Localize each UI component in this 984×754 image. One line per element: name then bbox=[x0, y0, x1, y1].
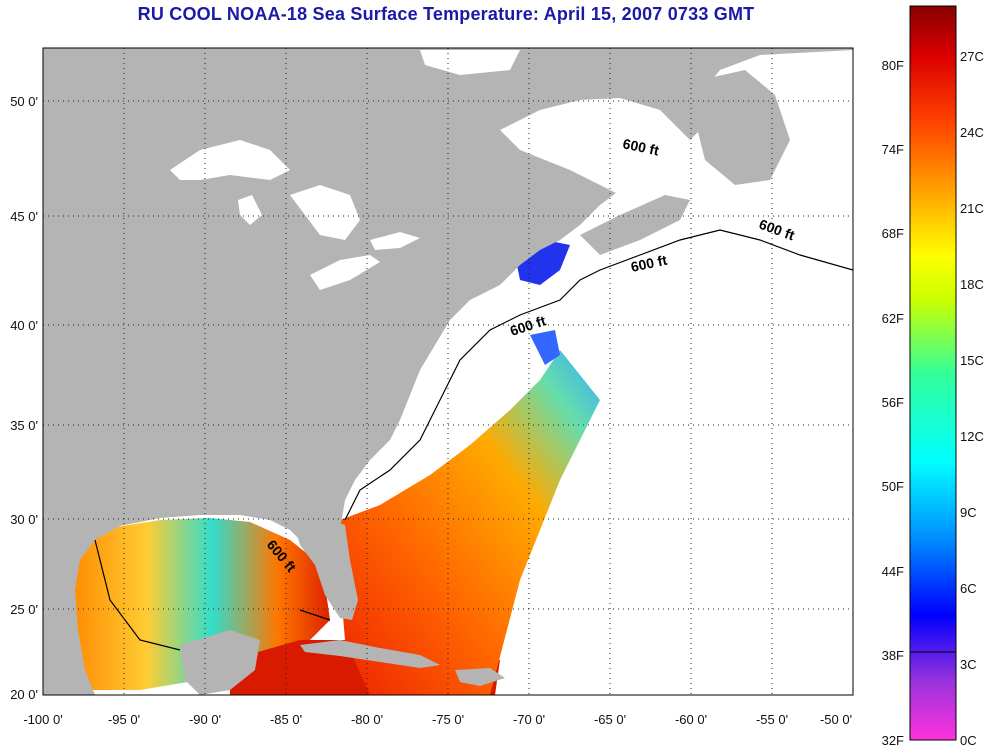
lat-tick-label: 25 0' bbox=[10, 602, 38, 617]
lat-axis: 50 0' 45 0' 40 0' 35 0' 30 0' 25 0' 20 0… bbox=[10, 94, 38, 702]
lake-erie bbox=[310, 255, 380, 290]
land-nova-scotia bbox=[580, 195, 690, 255]
lat-tick-label: 50 0' bbox=[10, 94, 38, 109]
land-newfoundland bbox=[695, 70, 790, 185]
lon-tick-label: -65 0' bbox=[594, 712, 626, 727]
colorbar-f-label: 62F bbox=[882, 311, 904, 326]
graticule bbox=[43, 48, 853, 695]
colorbar-f-label: 74F bbox=[882, 142, 904, 157]
lake-huron bbox=[290, 185, 360, 240]
lon-tick-label: -100 0' bbox=[23, 712, 62, 727]
lon-tick-label: -90 0' bbox=[189, 712, 221, 727]
colorbar-c-label: 6C bbox=[960, 581, 977, 596]
lon-tick-label: -70 0' bbox=[513, 712, 545, 727]
colorbar-c-label: 12C bbox=[960, 429, 984, 444]
lat-tick-label: 40 0' bbox=[10, 318, 38, 333]
gulf-sst-region bbox=[68, 518, 330, 690]
colorbar-f-label: 38F bbox=[882, 648, 904, 663]
lat-tick-label: 30 0' bbox=[10, 512, 38, 527]
contour-600ft bbox=[94, 229, 853, 651]
colorbar: 80F 74F 68F 62F 56F 50F 44F 38F 32F 27C … bbox=[882, 5, 984, 748]
atlantic-sst-region bbox=[340, 350, 600, 695]
colorbar-f-label: 68F bbox=[882, 226, 904, 241]
colorbar-c-label: 24C bbox=[960, 125, 984, 140]
lake-ontario bbox=[370, 232, 420, 250]
lon-tick-label: -75 0' bbox=[432, 712, 464, 727]
colorbar-f-label: 44F bbox=[882, 564, 904, 579]
lon-tick-label: -55 0' bbox=[756, 712, 788, 727]
land-hispaniola bbox=[455, 668, 505, 686]
map-border bbox=[42, 47, 854, 696]
lon-tick-label: -60 0' bbox=[675, 712, 707, 727]
land-cuba bbox=[300, 640, 440, 668]
lat-tick-label: 35 0' bbox=[10, 418, 38, 433]
st-lawrence-gulf bbox=[500, 98, 690, 195]
lon-tick-label: -85 0' bbox=[270, 712, 302, 727]
colorbar-c-label: 18C bbox=[960, 277, 984, 292]
lat-tick-label: 45 0' bbox=[10, 209, 38, 224]
lon-tick-label: -80 0' bbox=[351, 712, 383, 727]
contour-label-3: 600 ft bbox=[629, 252, 668, 275]
contour-label-1: 600 ft bbox=[621, 135, 660, 158]
colorbar-f-label: 32F bbox=[882, 733, 904, 748]
shelf-cold-water bbox=[530, 330, 560, 365]
colorbar-c-label: 21C bbox=[960, 201, 984, 216]
colorbar-c-label: 3C bbox=[960, 657, 977, 672]
colorbar-f-label: 56F bbox=[882, 395, 904, 410]
lon-axis: -100 0' -95 0' -90 0' -85 0' -80 0' -75 … bbox=[23, 712, 852, 727]
lon-tick-label: -95 0' bbox=[108, 712, 140, 727]
colorbar-c-label: 15C bbox=[960, 353, 984, 368]
colorbar-c-label: 27C bbox=[960, 49, 984, 64]
land-florida bbox=[295, 520, 358, 620]
lake-michigan bbox=[238, 195, 262, 225]
lon-tick-label: -50 0' bbox=[820, 712, 852, 727]
map-content bbox=[43, 48, 853, 695]
land-yucatan bbox=[180, 630, 260, 695]
lake-superior bbox=[170, 140, 290, 180]
colorbar-gradient bbox=[909, 5, 957, 741]
map-title: RU COOL NOAA-18 Sea Surface Temperature:… bbox=[137, 4, 755, 24]
hudson-bay-area bbox=[420, 50, 520, 75]
colorbar-f-label: 50F bbox=[882, 479, 904, 494]
colorbar-f-label: 80F bbox=[882, 58, 904, 73]
lat-tick-label: 20 0' bbox=[10, 687, 38, 702]
colorbar-c-label: 0C bbox=[960, 733, 977, 748]
colorbar-c-label: 9C bbox=[960, 505, 977, 520]
